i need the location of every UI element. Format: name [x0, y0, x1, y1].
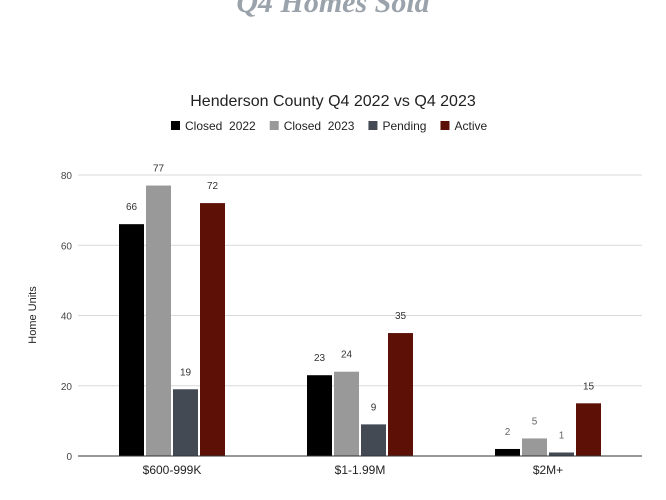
legend-swatch-closed-2022 [171, 121, 180, 130]
bar-1-1-99m-closed-2023 [334, 371, 359, 456]
data-label: 1 [559, 430, 565, 441]
data-label: 72 [207, 181, 219, 192]
x-tick-label: $1-1.99M [335, 463, 386, 477]
legend-swatch-active [440, 121, 450, 130]
bar-600-999k-closed-2022 [119, 224, 144, 456]
data-label: 66 [126, 202, 138, 213]
legend-label-closed-2023: Closed 2023 [284, 119, 355, 133]
bar-600-999k-active [200, 203, 225, 456]
legend-label-closed-2022: Closed 2022 [185, 119, 256, 133]
chart-gridlines [78, 174, 642, 387]
data-label: 23 [314, 353, 326, 364]
bar-1-1-99m-active [388, 333, 413, 456]
bar-data-labels: 66 77 19 72 23 24 9 35 2 5 1 15 [126, 164, 595, 442]
data-label: 77 [153, 164, 165, 175]
y-tick-label: 80 [61, 171, 73, 182]
bar-600-999k-closed-2023 [146, 185, 171, 456]
x-tick-label: $2M+ [533, 463, 563, 477]
legend-swatch-closed-2023 [269, 121, 279, 130]
page-heading: Q4 Homes Sold [236, 0, 430, 19]
bar-2m-pending [549, 452, 574, 456]
y-tick-label: 0 [66, 452, 72, 463]
bar-600-999k-pending [173, 389, 198, 456]
data-label: 9 [371, 402, 377, 413]
x-axis-ticks: $600-999K $1-1.99M $2M+ [143, 463, 564, 477]
data-label: 24 [341, 350, 353, 361]
y-axis-ticks: 0 20 40 60 80 [61, 171, 73, 463]
data-label: 2 [505, 427, 511, 438]
data-label: 35 [395, 311, 407, 322]
y-tick-label: 20 [61, 382, 73, 393]
legend-label-active: Active [454, 119, 487, 133]
y-tick-label: 40 [61, 312, 73, 323]
chart-bars [119, 185, 601, 456]
chart-legend: Closed 2022 Closed 2023 Pending Active [171, 119, 487, 133]
data-label: 15 [583, 381, 595, 392]
x-tick-label: $600-999K [143, 463, 202, 477]
legend-swatch-pending [368, 121, 378, 130]
bar-2m-closed-2023 [522, 438, 547, 456]
bar-2m-closed-2022 [495, 448, 520, 456]
data-label: 19 [180, 367, 192, 378]
legend-label-pending: Pending [382, 119, 426, 133]
bar-2m-active [576, 403, 601, 456]
bar-1-1-99m-closed-2022 [307, 375, 332, 456]
chart-title: Henderson County Q4 2022 vs Q4 2023 [190, 93, 476, 110]
bar-1-1-99m-pending [361, 424, 386, 456]
y-axis-label: Home Units [27, 286, 39, 344]
data-label: 5 [532, 416, 538, 427]
y-tick-label: 60 [61, 241, 73, 252]
